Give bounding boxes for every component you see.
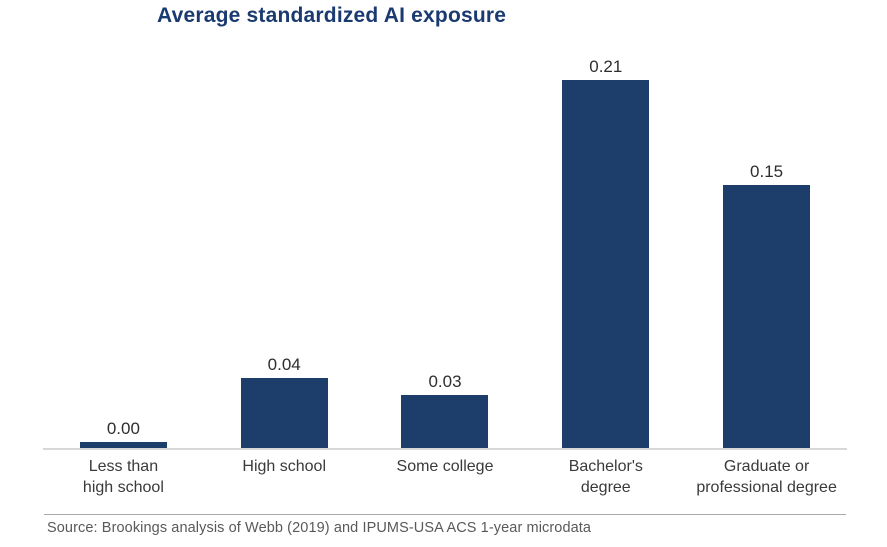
- bar-group: 0.04: [204, 54, 365, 448]
- bar: [240, 378, 328, 448]
- plot-area: 0.00 0.04 0.03 0.21 0.15: [43, 54, 847, 448]
- bar-group: 0.21: [525, 54, 686, 448]
- bar-group: 0.00: [43, 54, 204, 448]
- bar-value-label: 0.15: [750, 162, 784, 181]
- bar-value-label: 0.03: [428, 372, 462, 391]
- bar-group: 0.03: [365, 54, 526, 448]
- x-axis-category-labels: Less than high school High school Some col…: [43, 456, 847, 498]
- bar: [723, 185, 811, 448]
- bar-value-label: 0.21: [589, 57, 623, 76]
- source-note: Source: Brookings analysis of Webb (2019…: [47, 520, 592, 536]
- bar: [79, 442, 167, 448]
- bar-value-label: 0.00: [106, 419, 140, 438]
- chart-title: Average standardized AI exposure: [157, 4, 507, 27]
- bar: [401, 395, 489, 448]
- bar-group: 0.15: [686, 54, 847, 448]
- category-label: Graduate or professional degree: [696, 458, 837, 496]
- bar-value-label: 0.04: [267, 355, 301, 374]
- source-divider: [44, 514, 846, 515]
- category-label: Less than high school: [82, 458, 164, 496]
- category-label: Bachelor's degree: [568, 458, 643, 496]
- category-label: Some college: [396, 458, 494, 475]
- bar: [562, 80, 650, 448]
- category-label: High school: [242, 458, 326, 475]
- x-axis-line: [43, 448, 847, 450]
